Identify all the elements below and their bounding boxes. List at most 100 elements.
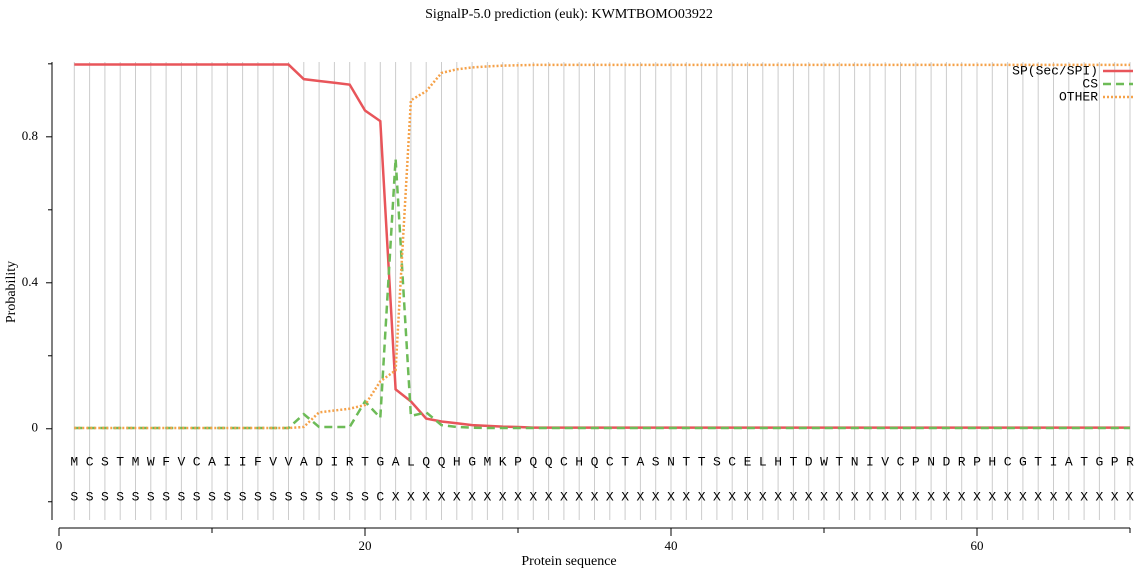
residue-label: S	[132, 489, 140, 504]
residue-label: S	[177, 489, 185, 504]
residue: V	[285, 454, 293, 469]
residue: C	[1004, 454, 1012, 469]
residue-label: X	[789, 489, 797, 504]
residue: T	[1080, 454, 1088, 469]
legend-label: SP(Sec/SPI)	[1012, 63, 1098, 78]
residue: G	[1019, 454, 1027, 469]
residue: Q	[591, 454, 599, 469]
residue-label: X	[1095, 489, 1103, 504]
residue-label: S	[269, 489, 277, 504]
residue-label: X	[1034, 489, 1042, 504]
residue: W	[147, 454, 155, 469]
residue-label: X	[942, 489, 950, 504]
residue: T	[698, 454, 706, 469]
residue: A	[208, 454, 216, 469]
residue: K	[499, 454, 507, 469]
y-axis-label: Probability	[4, 261, 19, 323]
residue: H	[774, 454, 782, 469]
residue-label: X	[958, 489, 966, 504]
residue-label: X	[728, 489, 736, 504]
series-line	[74, 63, 1130, 429]
residue-label: X	[422, 489, 430, 504]
residue-label: X	[744, 489, 752, 504]
residue-label: X	[468, 489, 476, 504]
residue-label: S	[285, 489, 293, 504]
residue: R	[1126, 454, 1134, 469]
residue: R	[346, 454, 354, 469]
series-line	[74, 63, 1130, 430]
residue-label: X	[483, 489, 491, 504]
residue-label: X	[881, 489, 889, 504]
residue: P	[912, 454, 920, 469]
residue-label: X	[636, 489, 644, 504]
residue-label: S	[330, 489, 338, 504]
residue: L	[759, 454, 767, 469]
residue-label: S	[254, 489, 262, 504]
series-line	[74, 158, 1130, 430]
residue-label: X	[698, 489, 706, 504]
residue-label: S	[70, 489, 78, 504]
y-tick-label: 0.4	[22, 274, 39, 289]
residue: H	[453, 454, 461, 469]
residue-label: X	[1080, 489, 1088, 504]
residue-label: S	[193, 489, 201, 504]
residue-label: X	[805, 489, 813, 504]
residue: M	[70, 454, 78, 469]
residue: D	[942, 454, 950, 469]
y-tick-label: 0.8	[22, 128, 38, 143]
residue: H	[988, 454, 996, 469]
residue: T	[682, 454, 690, 469]
residue: Q	[529, 454, 537, 469]
residue: G	[468, 454, 476, 469]
residue-label: X	[575, 489, 583, 504]
residue: C	[560, 454, 568, 469]
residue: N	[927, 454, 935, 469]
residue-label: X	[1019, 489, 1027, 504]
residue-label: X	[621, 489, 629, 504]
residue-label: S	[147, 489, 155, 504]
residue: V	[881, 454, 889, 469]
residue: A	[392, 454, 400, 469]
residue-label: X	[973, 489, 981, 504]
residue: V	[177, 454, 185, 469]
residue-label: X	[1126, 489, 1134, 504]
residue: G	[1095, 454, 1103, 469]
residue: C	[606, 454, 614, 469]
x-axis-label: Protein sequence	[521, 554, 616, 569]
residue-label: X	[866, 489, 874, 504]
residue: I	[330, 454, 338, 469]
residue: T	[789, 454, 797, 469]
legend-label: OTHER	[1059, 89, 1098, 104]
residue: S	[713, 454, 721, 469]
residue-label: X	[897, 489, 905, 504]
residue: T	[116, 454, 124, 469]
residue-label: X	[988, 489, 996, 504]
residue: S	[101, 454, 109, 469]
residue: A	[1065, 454, 1073, 469]
residue-label: X	[835, 489, 843, 504]
residue: Q	[422, 454, 430, 469]
residue: E	[744, 454, 752, 469]
residue-label: X	[453, 489, 461, 504]
residue-label: S	[208, 489, 216, 504]
residue-label: X	[1065, 489, 1073, 504]
residue-label: X	[682, 489, 690, 504]
residue-label: X	[851, 489, 859, 504]
residue: I	[239, 454, 247, 469]
residue-label: S	[315, 489, 323, 504]
residue-label: X	[499, 489, 507, 504]
residue: C	[728, 454, 736, 469]
residue: N	[851, 454, 859, 469]
residue-label: S	[223, 489, 231, 504]
residue: W	[820, 454, 828, 469]
residue-label: X	[606, 489, 614, 504]
residue: M	[132, 454, 140, 469]
residue-label: S	[116, 489, 124, 504]
residue-label: X	[912, 489, 920, 504]
residue-label: X	[652, 489, 660, 504]
residue: T	[1034, 454, 1042, 469]
residue: V	[269, 454, 277, 469]
residue-label: X	[713, 489, 721, 504]
